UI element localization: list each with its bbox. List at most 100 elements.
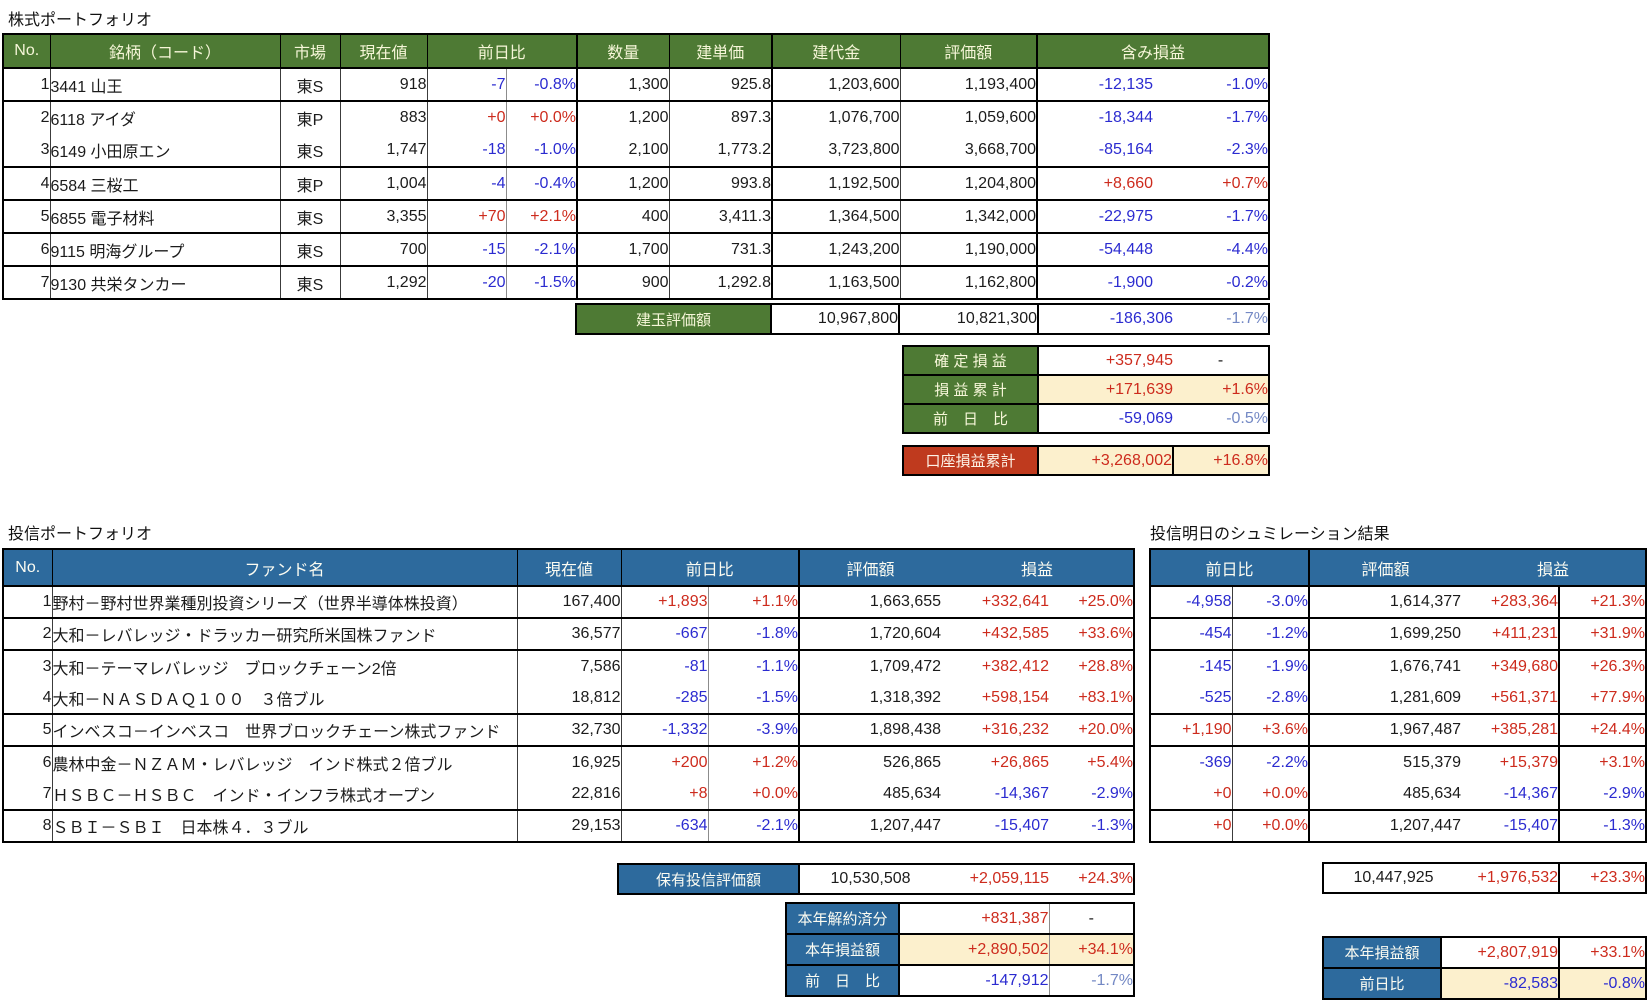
cell-fund-name[interactable]: 大和－テーマレバレッジ ブロックチェーン2倍 [51,650,517,682]
cell-fund-name[interactable]: 大和－レバレッジ・ドラッカー研究所米国株ファンド [51,618,517,650]
cell-pl[interactable]: +432,585 [981,625,1050,642]
summary-value[interactable]: +357,945 [1037,346,1173,375]
cell-no[interactable]: 1 [42,593,52,610]
cell-price[interactable]: 18,812 [516,682,621,714]
cell-change-pct[interactable]: -1.8% [707,618,800,650]
cell-change-pct[interactable]: -3.9% [707,714,800,746]
cell-price[interactable]: 1,747 [339,134,427,167]
cell-pl-pct[interactable]: +77.9% [1558,682,1647,714]
cell-unit-price[interactable]: 3,411.3 [668,200,773,233]
cell-cost[interactable]: 1,192,500 [771,167,901,200]
summary-value[interactable]: -82,583 [1440,968,1559,999]
cell-pl-pct[interactable]: -2.9% [1091,784,1134,802]
cell-change-pct[interactable]: -1.5% [505,266,578,299]
cell-fund-total-pl[interactable]: +2,059,115 [969,870,1049,887]
cell-valuation[interactable]: 1,281,609 [1308,682,1462,714]
cell-quantity[interactable]: 1,700 [576,233,670,266]
cell-change-pct[interactable]: +0.0% [505,101,578,134]
cell-unrealized-pl-pct[interactable]: -0.2% [1226,273,1269,291]
cell-price[interactable]: 29,153 [516,810,621,842]
cell-change[interactable]: -4 [426,167,506,200]
cell-stock-name[interactable]: 6118 アイダ [49,101,280,134]
cell-price[interactable]: 3,355 [339,200,427,233]
summary-pct[interactable]: -1.7% [1048,965,1134,996]
cell-change[interactable]: +200 [620,746,708,778]
cell-stock-name[interactable]: 3441 山王 [49,68,280,101]
cell-change[interactable]: -285 [620,682,708,714]
cell-market[interactable]: 東P [279,101,340,134]
cell-sim-total-pl[interactable]: +1,976,532 [1477,869,1558,886]
cell-sim-total-valuation[interactable]: 10,447,925 [1353,869,1434,886]
cell-price[interactable]: 167,400 [516,586,621,618]
cell-valuation[interactable]: 1,207,447 [1308,810,1462,842]
cell-pl-pct[interactable]: -2.9% [1558,778,1647,810]
cell-valuation[interactable]: 3,668,700 [899,134,1038,167]
cell-fund-name[interactable]: 野村－野村世界業種別投資シリーズ（世界半導体株投資） [51,586,517,618]
cell-quantity[interactable]: 1,200 [576,101,670,134]
cell-pl-pct[interactable]: +33.6% [1078,625,1134,642]
cell-stock-name[interactable]: 6584 三桜工 [49,167,280,200]
cell-price[interactable]: 1,292 [339,266,427,299]
cell-unrealized-pl-pct[interactable]: -1.7% [1226,207,1269,225]
summary-value[interactable]: -59,069 [1037,404,1173,433]
cell-change[interactable]: +0 [1213,784,1232,802]
cell-no[interactable]: 7 [40,273,50,291]
cell-price[interactable]: 883 [339,101,427,134]
cell-price[interactable]: 22,816 [516,778,621,810]
cell-no[interactable]: 5 [40,207,50,225]
summary-pct[interactable]: +1.6% [1173,375,1269,404]
cell-market[interactable]: 東S [279,266,340,299]
cell-cost[interactable]: 1,203,600 [771,68,901,101]
cell-change-pct[interactable]: -2.8% [1231,682,1310,714]
cell-change-pct[interactable]: +1.1% [707,586,800,618]
cell-change[interactable]: -525 [1199,688,1232,706]
cell-price[interactable]: 1,004 [339,167,427,200]
cell-stock-name[interactable]: 9115 明海グループ [49,233,280,266]
cell-no[interactable]: 3 [40,141,50,158]
cell-pl-pct[interactable]: -1.3% [1558,810,1647,842]
cell-no[interactable]: 4 [40,174,50,192]
cell-fund-name[interactable]: 農林中金－ＮＺＡＭ・レバレッジ インド株式２倍ブル [51,746,517,778]
account-pl-pct[interactable]: +16.8% [1172,446,1269,475]
cell-change-pct[interactable]: -1.2% [1231,618,1310,650]
cell-total-pl[interactable]: -186,306 [1037,304,1173,334]
cell-valuation[interactable]: 526,865 [798,746,942,778]
cell-change-pct[interactable]: -1.1% [707,650,800,682]
cell-total-pl-pct[interactable]: -1.7% [1226,310,1268,327]
summary-value[interactable]: +171,639 [1037,375,1173,404]
cell-pl[interactable]: -14,367 [1503,784,1559,802]
cell-change[interactable]: -634 [620,810,708,842]
cell-unrealized-pl[interactable]: -22,975 [1036,200,1154,233]
cell-unrealized-pl[interactable]: -85,164 [1036,134,1154,167]
cell-valuation[interactable]: 1,614,377 [1308,586,1462,618]
cell-fund-total-pl-pct[interactable]: +24.3% [1078,870,1133,887]
cell-quantity[interactable]: 900 [576,266,670,299]
cell-change-pct[interactable]: -2.2% [1231,746,1310,778]
cell-pl-pct[interactable]: +21.3% [1558,586,1647,618]
cell-change-pct[interactable]: -2.1% [707,810,800,842]
cell-sim-total-pl-pct[interactable]: +23.3% [1558,863,1646,893]
cell-fund-name[interactable]: インベスコ－インベスコ 世界ブロックチェーン株式ファンド [51,714,517,746]
cell-fund-name[interactable]: ＳＢＩ－ＳＢＩ 日本株４．３ブル [51,810,517,842]
cell-quantity[interactable]: 2,100 [576,134,670,167]
cell-fund-total-valuation[interactable]: 10,530,508 [798,864,941,894]
cell-fund-name[interactable]: ＨＳＢＣ－ＨＳＢＣ インド・インフラ株式オープン [51,778,517,810]
cell-valuation[interactable]: 485,634 [1308,778,1462,810]
cell-price[interactable]: 32,730 [516,714,621,746]
summary-pct[interactable]: +34.1% [1048,934,1134,965]
cell-quantity[interactable]: 1,200 [576,167,670,200]
cell-pl[interactable]: -14,367 [994,784,1050,802]
cell-change-pct[interactable]: +0.0% [1231,778,1310,810]
cell-no[interactable]: 2 [40,109,50,126]
cell-valuation[interactable]: 1,190,000 [899,233,1038,266]
cell-pl[interactable]: +411,231 [1492,625,1559,642]
summary-pct[interactable]: -0.8% [1558,968,1646,999]
cell-valuation[interactable]: 1,193,400 [899,68,1038,101]
cell-unrealized-pl[interactable]: +8,660 [1036,167,1154,200]
cell-pl[interactable]: +561,371 [1490,688,1559,706]
cell-pl[interactable]: +349,680 [1490,657,1559,675]
cell-change[interactable]: +0 [426,101,506,134]
summary-pct[interactable]: - [1217,351,1224,369]
cell-unrealized-pl-pct[interactable]: -1.7% [1226,109,1269,126]
cell-change[interactable]: -667 [620,618,708,650]
